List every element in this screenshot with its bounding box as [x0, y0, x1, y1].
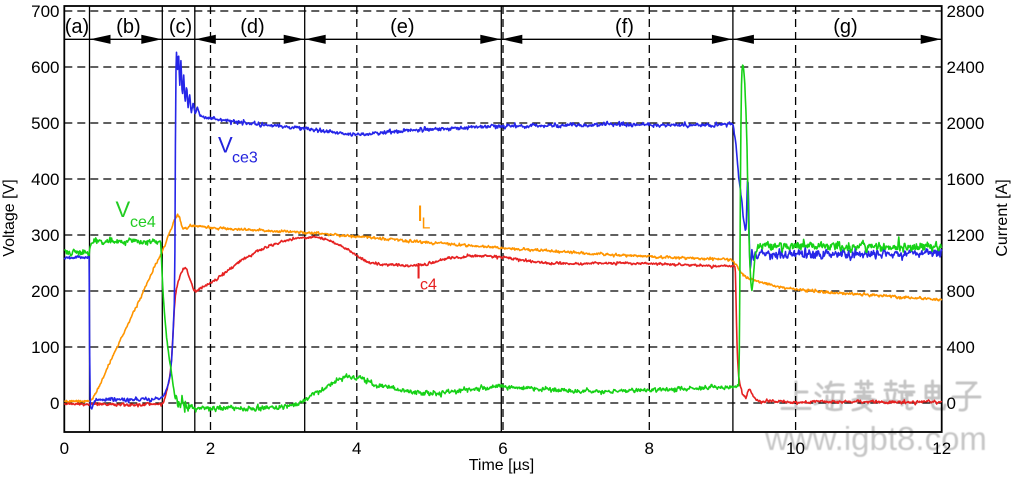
- svg-text:500: 500: [31, 114, 59, 133]
- svg-text:0: 0: [50, 394, 59, 413]
- svg-text:12: 12: [932, 439, 951, 458]
- svg-text:800: 800: [947, 282, 975, 301]
- svg-text:400: 400: [31, 170, 59, 189]
- svg-text:(e): (e): [390, 16, 414, 38]
- svg-text:V: V: [218, 133, 233, 158]
- svg-text:1600: 1600: [947, 170, 985, 189]
- svg-text:0: 0: [947, 394, 956, 413]
- svg-text:L: L: [422, 216, 431, 233]
- svg-text:300: 300: [31, 226, 59, 245]
- svg-text:I: I: [416, 259, 422, 284]
- svg-text:400: 400: [947, 338, 975, 357]
- svg-text:www.igbt8.com: www.igbt8.com: [764, 420, 987, 457]
- svg-text:0: 0: [60, 439, 69, 458]
- svg-text:8: 8: [645, 439, 654, 458]
- svg-text:1200: 1200: [947, 226, 985, 245]
- svg-text:2000: 2000: [947, 114, 985, 133]
- svg-text:(f): (f): [615, 16, 634, 38]
- svg-text:100: 100: [31, 338, 59, 357]
- svg-text:www.igbt8.com: www.igbt8.com: [766, 422, 989, 459]
- svg-text:700: 700: [31, 2, 59, 21]
- svg-text:(a): (a): [65, 16, 89, 38]
- svg-text:Voltage [V]: Voltage [V]: [1, 179, 18, 256]
- svg-text:I: I: [417, 201, 423, 226]
- svg-text:2800: 2800: [947, 2, 985, 21]
- svg-text:(c): (c): [169, 16, 192, 38]
- svg-text:600: 600: [31, 58, 59, 77]
- svg-text:4: 4: [352, 439, 361, 458]
- svg-text:(b): (b): [116, 16, 140, 38]
- svg-text:ce3: ce3: [232, 150, 258, 167]
- svg-text:2: 2: [206, 439, 215, 458]
- svg-text:(g): (g): [833, 16, 857, 38]
- svg-text:(d): (d): [240, 16, 264, 38]
- svg-text:6: 6: [498, 439, 507, 458]
- svg-text:200: 200: [31, 282, 59, 301]
- svg-text:c4: c4: [420, 277, 437, 294]
- svg-text:ce4: ce4: [130, 214, 156, 231]
- svg-text:V: V: [116, 197, 131, 222]
- svg-text:Time [µs]: Time [µs]: [469, 457, 535, 474]
- svg-text:10: 10: [786, 439, 805, 458]
- svg-text:Current [A]: Current [A]: [994, 179, 1011, 256]
- svg-text:2400: 2400: [947, 58, 985, 77]
